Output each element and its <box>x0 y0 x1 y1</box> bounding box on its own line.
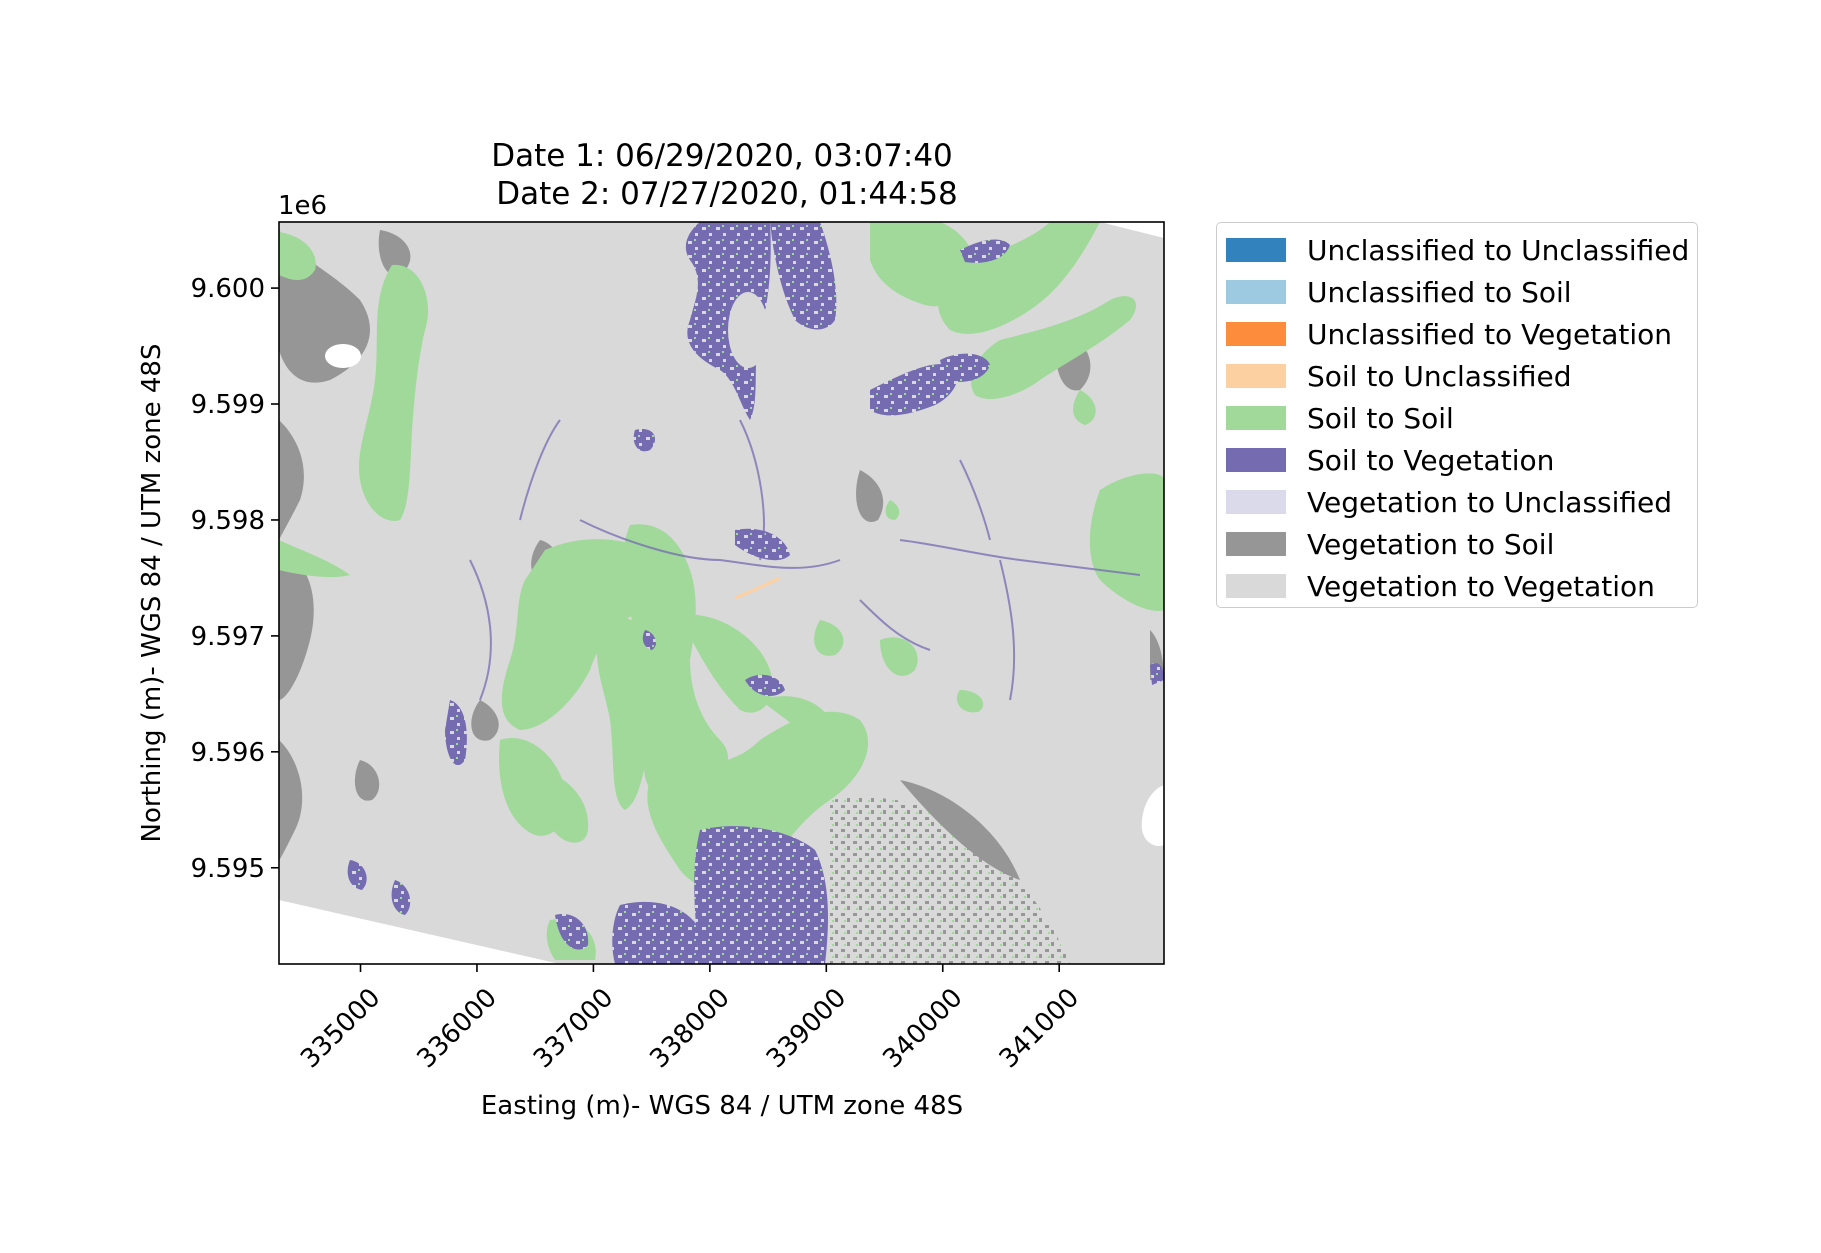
plot-frame <box>278 221 1165 965</box>
legend-swatch <box>1226 364 1286 388</box>
y-offset-label: 1e6 <box>278 191 327 221</box>
soil-to-unclassified-line <box>734 576 781 600</box>
legend-swatch <box>1226 280 1286 304</box>
legend-swatch <box>1226 406 1286 430</box>
x-tick-label: 339000 <box>761 983 852 1074</box>
x-tick-label: 340000 <box>877 983 968 1074</box>
map-title-line2: Date 2: 07/27/2020, 01:44:58 <box>496 176 958 212</box>
legend-label: Unclassified to Vegetation <box>1307 317 1673 351</box>
nodata-patch <box>728 292 768 368</box>
legend-swatch <box>1226 532 1286 556</box>
legend-item: Soil to Vegetation <box>1217 443 1555 477</box>
y-tick-label: 9.597 <box>191 622 265 652</box>
legend-swatch <box>1226 448 1286 472</box>
x-tick-label: 335000 <box>295 983 386 1074</box>
raster-footprint <box>279 222 1164 964</box>
y-axis-label: Northing (m)- WGS 84 / UTM zone 48S <box>137 344 167 843</box>
y-tick-label: 9.598 <box>191 506 265 536</box>
legend-item: Unclassified to Unclassified <box>1217 233 1690 267</box>
legend-label: Vegetation to Soil <box>1307 527 1555 561</box>
y-tick-label: 9.596 <box>191 738 265 768</box>
y-tick-label: 9.599 <box>191 390 265 420</box>
map-raster <box>279 222 1164 964</box>
x-tick-label: 336000 <box>412 983 503 1074</box>
legend-label: Soil to Vegetation <box>1307 443 1555 477</box>
nodata-patch <box>1141 785 1164 847</box>
x-tick-label: 337000 <box>528 983 619 1074</box>
legend-label: Unclassified to Soil <box>1307 275 1572 309</box>
x-axis-label: Easting (m)- WGS 84 / UTM zone 48S <box>481 1091 963 1121</box>
x-axis-ticks: 335000 336000 337000 338000 339000 340000 3410… <box>295 964 1085 1074</box>
x-tick-label: 338000 <box>644 983 735 1074</box>
nodata-patch <box>325 344 361 368</box>
map-title-line1: Date 1: 06/29/2020, 03:07:40 <box>491 138 953 174</box>
legend-item: Vegetation to Unclassified <box>1217 485 1673 519</box>
legend-label: Soil to Unclassified <box>1307 359 1572 393</box>
x-tick-label: 341000 <box>994 983 1085 1074</box>
legend-item: Vegetation to Soil <box>1217 527 1555 561</box>
legend-swatch <box>1226 322 1286 346</box>
y-tick-label: 9.595 <box>191 854 265 884</box>
legend-item: Unclassified to Vegetation <box>1217 317 1673 351</box>
legend-label: Vegetation to Vegetation <box>1307 569 1655 603</box>
legend-swatch <box>1226 238 1286 262</box>
y-tick-label: 9.600 <box>191 274 265 304</box>
legend-item: Unclassified to Soil <box>1217 275 1572 309</box>
legend-swatch <box>1226 574 1286 598</box>
y-axis-ticks: 9.600 9.599 9.598 9.597 9.596 9.595 <box>191 274 279 884</box>
legend-item: Soil to Soil <box>1217 401 1454 435</box>
legend: Unclassified to Unclassified Unclassified… <box>1216 222 1698 608</box>
legend-item: Soil to Unclassified <box>1217 359 1572 393</box>
legend-label: Vegetation to Unclassified <box>1307 485 1673 519</box>
legend-item: Vegetation to Vegetation <box>1217 569 1655 603</box>
legend-swatch <box>1226 490 1286 514</box>
stream-lines <box>469 419 1141 701</box>
legend-label: Soil to Soil <box>1307 401 1454 435</box>
legend-label: Unclassified to Unclassified <box>1307 233 1690 267</box>
